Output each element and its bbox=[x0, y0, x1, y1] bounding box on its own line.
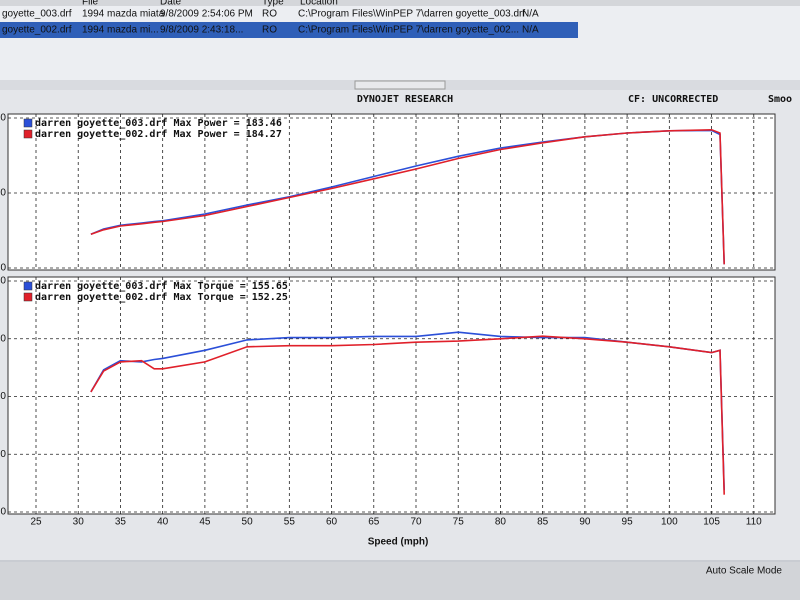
file-list-panel bbox=[0, 0, 800, 80]
file-cell[interactable]: N/A bbox=[522, 25, 539, 36]
file-cell[interactable]: 9/8/2009 2:54:06 PM bbox=[160, 9, 253, 20]
x-tick-label: 35 bbox=[115, 517, 127, 528]
x-axis-label: Speed (mph) bbox=[368, 537, 429, 548]
x-tick-label: 50 bbox=[242, 517, 254, 528]
data-line bbox=[90, 128, 725, 265]
x-tick-label: 100 bbox=[661, 517, 678, 528]
file-cell[interactable]: RO bbox=[262, 9, 277, 20]
legend-swatch bbox=[23, 118, 33, 128]
x-tick-label: 95 bbox=[622, 517, 634, 528]
y-tick-label: 50 bbox=[0, 449, 6, 460]
file-cell[interactable]: goyette_003.drf bbox=[2, 9, 72, 20]
x-tick-label: 30 bbox=[73, 517, 85, 528]
y-tick-label: 0 bbox=[0, 507, 6, 518]
y-tick-label: 100 bbox=[0, 188, 6, 199]
x-tick-label: 55 bbox=[284, 517, 296, 528]
x-tick-label: 75 bbox=[453, 517, 465, 528]
file-cell[interactable]: 9/8/2009 2:43:18... bbox=[160, 25, 243, 36]
plot-area bbox=[7, 276, 776, 515]
y-tick-label: 200 bbox=[0, 276, 6, 287]
x-tick-label: 90 bbox=[579, 517, 591, 528]
column-header: File bbox=[82, 0, 99, 8]
x-tick-label: 110 bbox=[746, 517, 762, 528]
file-cell[interactable]: N/A bbox=[522, 9, 539, 20]
file-cell[interactable]: 1994 mazda miata bbox=[82, 9, 165, 20]
file-cell[interactable]: goyette_002.drf bbox=[2, 25, 72, 36]
plot-area bbox=[7, 113, 776, 271]
correction-label: CF: UNCORRECTED bbox=[628, 94, 718, 105]
file-cell[interactable]: C:\Program Files\WinPEP 7\darren goyette… bbox=[298, 25, 519, 36]
file-cell[interactable]: C:\Program Files\WinPEP 7\darren goyette… bbox=[298, 9, 525, 20]
splitter-grip[interactable] bbox=[354, 80, 446, 90]
status-bar bbox=[0, 562, 800, 600]
column-header: Date bbox=[160, 0, 182, 8]
y-tick-label: 150 bbox=[0, 333, 6, 344]
legend-entry: darren goyette_003.drf Max Power = 183.4… bbox=[35, 118, 282, 129]
legend-swatch bbox=[23, 129, 33, 139]
column-header: Type bbox=[262, 0, 284, 8]
legend-swatch bbox=[23, 292, 33, 302]
selected-row[interactable] bbox=[0, 22, 578, 38]
x-tick-label: 80 bbox=[495, 517, 507, 528]
x-tick-label: 65 bbox=[368, 517, 380, 528]
x-tick-label: 70 bbox=[410, 517, 422, 528]
graph-title: DYNOJET RESEARCH bbox=[357, 94, 453, 105]
legend-entry: darren goyette_002.drf Max Power = 184.2… bbox=[35, 129, 282, 140]
x-tick-label: 105 bbox=[703, 517, 720, 528]
status-text: Auto Scale Mode bbox=[706, 566, 783, 577]
legend-entry: darren goyette_003.drf Max Torque = 155.… bbox=[35, 281, 288, 292]
x-tick-label: 60 bbox=[326, 517, 338, 528]
file-cell[interactable]: RO bbox=[262, 25, 277, 36]
column-header: Location bbox=[300, 0, 338, 8]
y-tick-label: 0 bbox=[0, 263, 6, 274]
x-tick-label: 85 bbox=[537, 517, 549, 528]
x-tick-label: 25 bbox=[30, 517, 42, 528]
x-tick-label: 45 bbox=[199, 517, 211, 528]
y-tick-label: 200 bbox=[0, 113, 6, 124]
column-header-bar bbox=[0, 0, 800, 6]
file-cell[interactable]: 1994 mazda mi... bbox=[82, 25, 159, 36]
legend-swatch bbox=[23, 281, 33, 291]
y-tick-label: 100 bbox=[0, 391, 6, 402]
legend-entry: darren goyette_002.drf Max Torque = 152.… bbox=[35, 292, 288, 303]
data-line bbox=[90, 335, 725, 495]
x-tick-label: 40 bbox=[157, 517, 169, 528]
smoothing-label: Smoo bbox=[768, 94, 792, 105]
